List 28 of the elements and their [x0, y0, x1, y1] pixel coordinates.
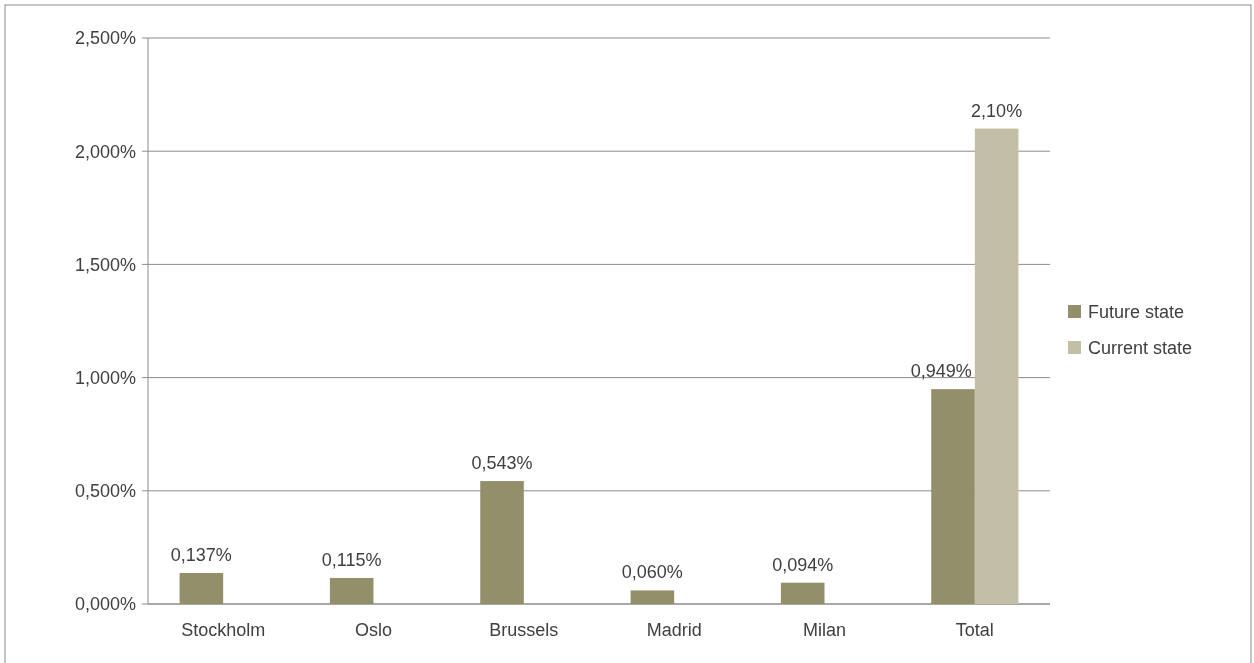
bar: [329, 577, 374, 604]
y-tick-label: 0,500%: [74, 481, 136, 502]
data-label: 0,949%: [910, 361, 972, 382]
x-tick-label: Milan: [802, 620, 847, 640]
y-tick-label: 1,000%: [74, 367, 136, 388]
bar: [974, 128, 1019, 604]
data-label: 2,10%: [971, 100, 1023, 121]
y-tick-label: 2,500%: [74, 28, 136, 49]
data-label: 0,115%: [321, 549, 382, 570]
y-tick-label: 1,500%: [74, 254, 136, 275]
y-tick-label: 2,000%: [74, 141, 136, 162]
y-tick-label: 0,000%: [74, 594, 136, 615]
legend-label: Future state: [1088, 302, 1185, 323]
legend-label: Current state: [1088, 338, 1193, 359]
data-label: 0,137%: [170, 544, 232, 565]
x-tick-label: Stockholm: [181, 620, 266, 640]
x-tick-label: Madrid: [646, 620, 702, 640]
bar: [931, 389, 975, 604]
x-tick-label: Total: [955, 620, 994, 640]
bar: [480, 481, 524, 604]
bar: [780, 582, 825, 604]
bar: [630, 590, 675, 604]
data-label: 0,094%: [772, 554, 834, 575]
x-tick-label: Oslo: [354, 620, 393, 640]
bar: [179, 572, 224, 604]
x-tick-label: Brussels: [489, 620, 559, 640]
data-label: 0,060%: [621, 562, 683, 583]
data-label: 0,543%: [471, 453, 533, 474]
